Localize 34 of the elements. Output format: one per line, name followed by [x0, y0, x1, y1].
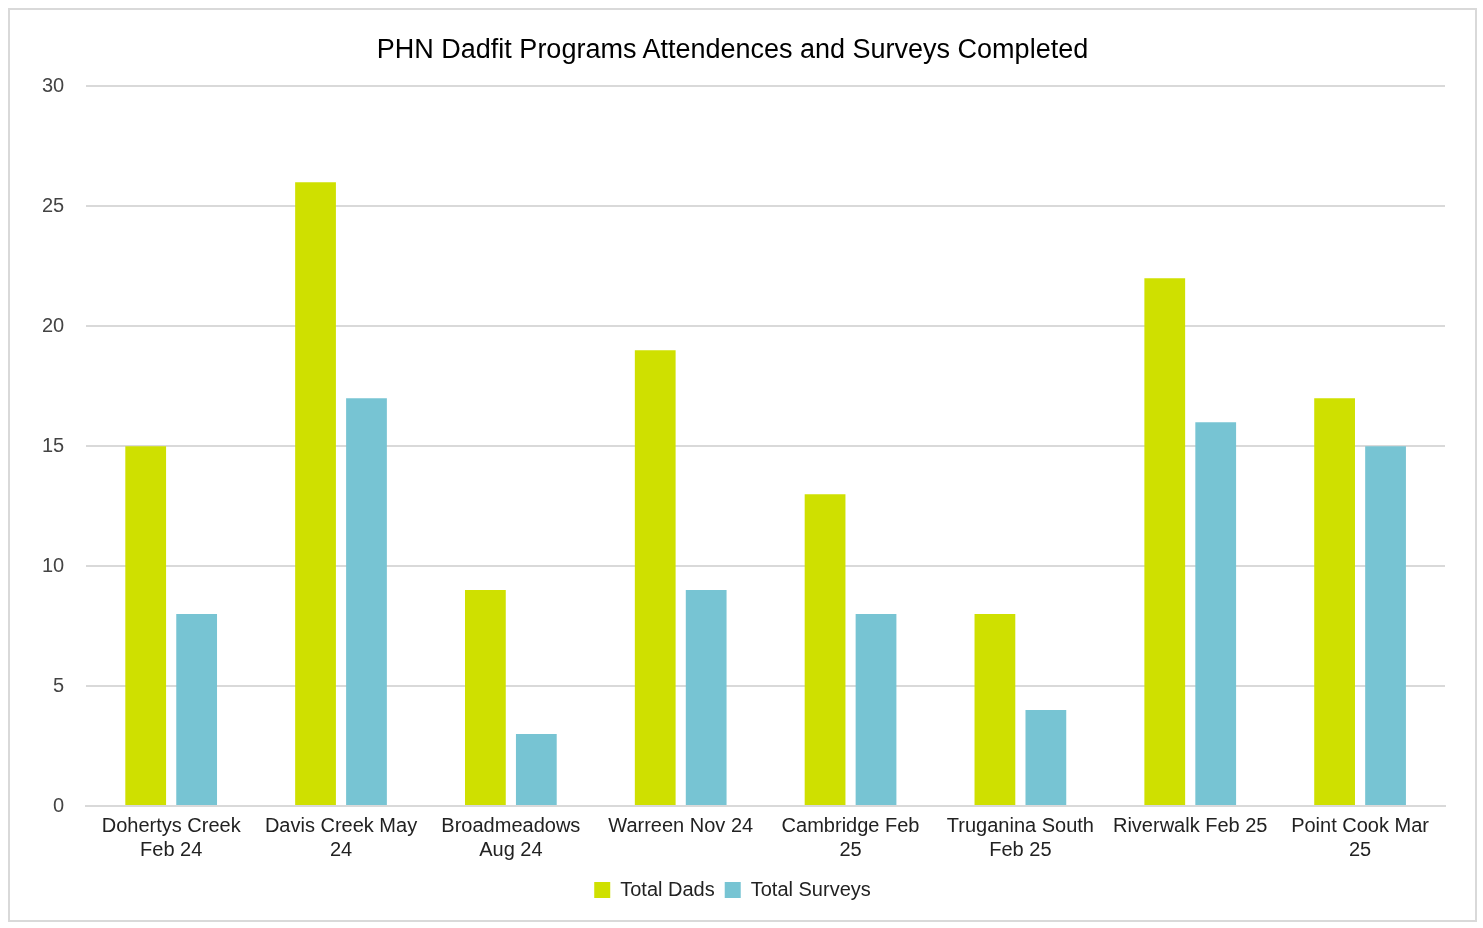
bar — [295, 182, 336, 805]
y-tick-label: 20 — [42, 313, 65, 336]
bar — [1195, 422, 1237, 805]
bar — [634, 350, 676, 805]
bar — [465, 590, 506, 805]
x-tick-label: Point Cook Mar 25 — [1291, 813, 1430, 860]
bar — [855, 614, 897, 805]
x-tick-label: Cambridge Feb 25 — [781, 813, 920, 860]
y-tick-label: 15 — [42, 433, 65, 456]
bar — [1025, 710, 1067, 805]
bar — [176, 614, 218, 805]
legend-label: Total Dads — [620, 877, 715, 900]
x-tick-label: Warreen Nov 24 — [608, 813, 754, 836]
x-tick-label: Dohertys Creek Feb 24 — [101, 813, 242, 860]
bar — [974, 614, 1016, 805]
y-tick-label: 5 — [53, 673, 65, 696]
bar — [346, 398, 387, 805]
legend-label: Total Surveys — [750, 877, 871, 900]
x-tick-label: Broadmeadows Aug 24 — [441, 813, 581, 860]
bar — [1144, 278, 1186, 805]
y-tick-label: 10 — [42, 553, 65, 576]
y-tick-label: 30 — [42, 73, 65, 96]
bar — [1365, 446, 1406, 805]
x-tick-label: Truganina South Feb 25 — [946, 813, 1094, 860]
y-tick-label: 25 — [42, 193, 65, 216]
bar — [685, 590, 727, 805]
bar — [515, 734, 557, 805]
x-tick-label: Riverwalk Feb 25 — [1112, 813, 1268, 836]
bar — [1314, 398, 1355, 805]
chart-title: PHN Dadfit Programs Attendences and Surveys Completed — [376, 33, 1089, 64]
bar — [125, 446, 167, 805]
x-tick-label: Davis Creek May 24 — [264, 813, 418, 860]
y-tick-label: 0 — [53, 793, 65, 816]
bar — [804, 494, 846, 805]
